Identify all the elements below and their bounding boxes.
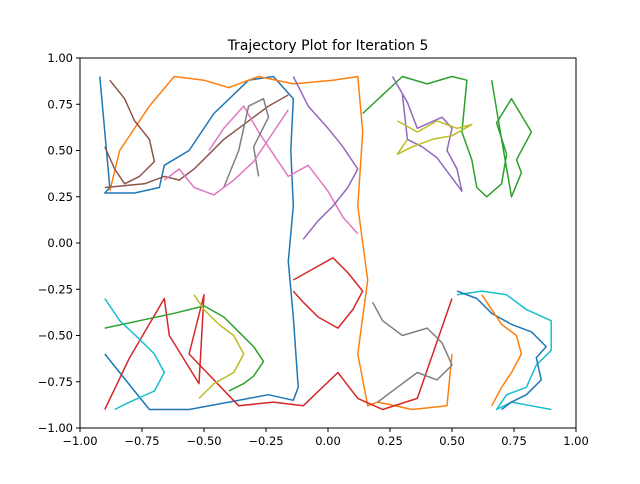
trajectory-line <box>371 301 453 403</box>
x-tick-label: −0.75 <box>124 434 159 448</box>
x-tick-label: 0.00 <box>315 434 341 448</box>
trajectory-line <box>362 75 533 198</box>
y-tick-label: −0.50 <box>38 329 73 343</box>
trajectory-line <box>104 298 166 411</box>
trajectory-line <box>99 75 299 411</box>
x-tick-label: −1.00 <box>62 434 97 448</box>
trajectory-line <box>223 97 270 188</box>
x-tick-label: 0.25 <box>377 434 403 448</box>
trajectory-line <box>456 290 547 411</box>
trajectory-line <box>292 257 364 329</box>
x-tick-label: 0.75 <box>501 434 527 448</box>
trajectory-line <box>396 120 473 155</box>
y-tick-label: 0.00 <box>47 236 73 250</box>
x-tick-label: 0.50 <box>439 434 465 448</box>
trajectory-line <box>292 76 359 240</box>
x-tick-label: −0.25 <box>248 434 283 448</box>
tick-layer: −1.00 −0.75 −0.50 −0.25 0.00 0.25 0.50 0.75 1.00… <box>38 51 589 448</box>
plot-frame <box>79 57 577 429</box>
trajectory-line <box>104 94 289 189</box>
trajectory-line <box>391 76 463 192</box>
y-tick-label: −0.75 <box>38 375 73 389</box>
y-tick-label: 0.75 <box>47 97 73 111</box>
x-tick-label: −0.50 <box>186 434 221 448</box>
y-tick-label: −0.25 <box>38 282 73 296</box>
trajectory-line <box>193 294 245 399</box>
trajectory-line <box>163 109 289 196</box>
chart-title: Trajectory Plot for Iteration 5 <box>227 38 429 54</box>
trajectory-line <box>208 105 359 235</box>
y-tick-label: 1.00 <box>47 51 73 65</box>
y-tick-label: 0.50 <box>47 144 73 158</box>
x-tick-label: 1.00 <box>563 434 589 448</box>
trajectory-line <box>481 294 523 407</box>
trajectory-line <box>104 79 156 185</box>
y-tick-label: −1.00 <box>38 421 73 435</box>
trajectory-line <box>104 305 265 392</box>
series-layer <box>99 75 552 411</box>
y-tick-label: 0.25 <box>47 190 73 204</box>
trajectory-line <box>104 294 453 411</box>
